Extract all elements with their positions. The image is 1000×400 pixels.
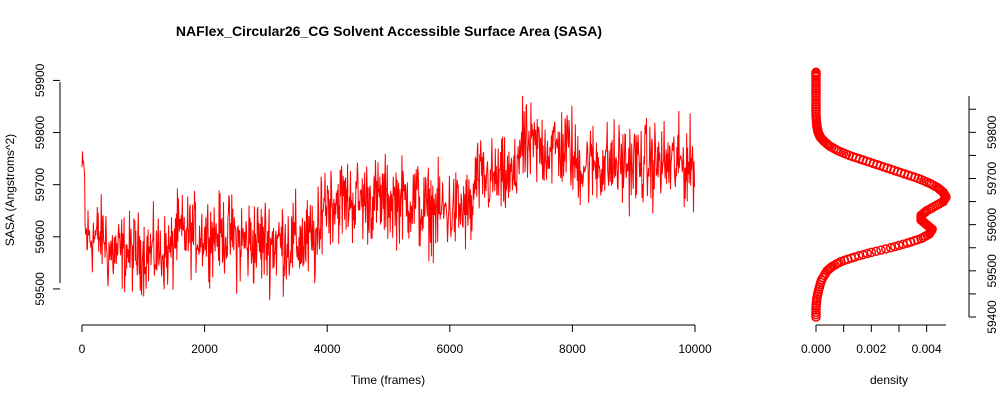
y-tick-label: 59900 [33,63,47,97]
x-axis-label: Time (frames) [351,373,425,387]
density-y-tick-label: 59600 [985,208,999,242]
density-point [862,248,872,259]
y-tick-label: 59500 [33,272,47,306]
density-x-axis-label: density [870,373,908,387]
density-y-axis-ticks: 59400 59500 59600 59700 59800 [969,108,999,334]
density-point [876,245,886,255]
x-axis-ticks: 0 2000 4000 6000 8000 10000 [79,325,712,356]
x-tick-label: 6000 [436,342,463,356]
density-plot: 0.000 0.002 0.004 59400 59500 59600 59700 5980… [801,67,999,387]
density-point [811,67,821,78]
density-point [894,240,904,251]
y-axis-ticks: 59500 59600 59700 59800 59900 [33,63,60,306]
sasa-line [81,95,695,301]
density-y-tick-label: 59700 [985,161,999,195]
density-y-tick-label: 59400 [985,300,999,334]
y-axis-label: SASA (Angstroms^2) [3,134,17,246]
density-point [866,247,877,258]
density-point [858,249,868,260]
y-tick-label: 59700 [33,168,47,202]
x-tick-label: 10000 [678,342,712,356]
sasa-series-line [81,95,695,301]
chart-title: NAFlex_Circular26_CG Solvent Accessible … [176,23,602,39]
density-points [811,67,951,322]
density-point [871,246,881,256]
x-tick-label: 4000 [314,342,341,356]
density-y-tick-label: 59800 [985,115,999,149]
x-tick-label: 2000 [191,342,218,356]
density-x-tick-label: 0.000 [801,342,831,356]
density-point [890,241,900,252]
density-x-tick-label: 0.002 [856,342,886,356]
density-x-tick-label: 0.004 [912,342,942,356]
x-tick-label: 8000 [559,342,586,356]
density-y-tick-label: 59500 [985,254,999,288]
density-point [885,242,896,253]
density-point [849,252,860,262]
y-tick-label: 59600 [33,220,47,254]
time-series-plot: 0 2000 4000 6000 8000 10000 59500596005970059… [3,63,712,387]
y-tick-label: 59800 [33,116,47,150]
density-x-axis-ticks: 0.000 0.002 0.004 [801,325,942,356]
x-tick-label: 0 [79,342,86,356]
density-point [881,244,891,254]
density-point [854,251,864,261]
